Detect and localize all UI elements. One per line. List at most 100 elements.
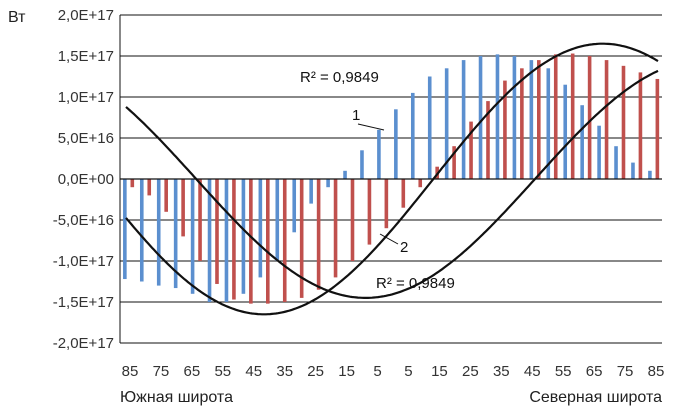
bar [655,78,660,179]
bar [309,179,313,204]
bar [410,92,415,179]
bar [282,179,287,302]
bar [343,170,347,179]
bar [401,179,406,208]
bar [266,179,270,304]
bar [418,179,423,188]
y-tick-label: 0,0E+00 [58,171,114,188]
x-tick-label: 35 [493,363,510,380]
y-tick-label: 1,0E+17 [58,89,114,106]
trendline-1 [125,42,659,316]
trend-label-2-leader [379,233,399,245]
trendlines [125,42,659,316]
x-tick-label: 5 [373,363,381,380]
bar [258,179,263,278]
bar [123,179,127,280]
bar [377,129,381,179]
bar [207,179,212,302]
bars [123,53,660,304]
bar [198,179,202,261]
bar [604,60,609,179]
x-tick-labels: 85 75 65 55 45 35 25 15 5 5 15 25 35 45 55 65 75 85 [122,363,665,380]
x-tick-label: 45 [524,363,541,380]
bar [648,170,652,179]
x-tick-label: 35 [276,363,293,380]
y-tick-label: 2,0E+17 [58,7,114,24]
y-tick-label: -5,0E+16 [53,212,114,229]
bar [360,150,364,179]
y-tick-label: 5,0E+16 [58,130,114,147]
trend-label-2: 2 [400,239,408,256]
x-tick-label: 15 [338,363,355,380]
bar [469,121,473,179]
bar [614,146,618,179]
bar [173,179,178,289]
bar [546,68,551,179]
y-tick-label: -2,0E+17 [53,335,114,352]
x-tick-label: 15 [431,363,448,380]
x-tick-label: 85 [648,363,665,380]
bar [147,179,152,196]
bar [156,179,161,286]
bar [512,56,517,179]
y-tick-label: -1,0E+17 [53,253,114,270]
bar [563,84,568,179]
bar [384,179,389,229]
bar [570,53,575,179]
bar [190,179,195,294]
bar [486,101,490,179]
trendline-2 [125,69,659,299]
bar [461,60,466,179]
bar [537,60,541,179]
bar [597,125,601,179]
y-axis-label: Вт [8,9,26,26]
bar [478,56,483,179]
bar [621,65,626,179]
bar [215,179,219,284]
x-tick-label: 65 [586,363,603,380]
x-tick-label: 85 [122,363,139,380]
bar [181,179,185,237]
bar [452,146,456,179]
trend-label-1-leader [357,123,385,131]
bar [580,105,584,179]
bar [444,68,449,179]
bar [139,179,144,282]
y-tick-label: 1,5E+17 [58,48,114,65]
x-tick-label: 25 [462,363,479,380]
bar [299,179,304,298]
bar [631,162,635,179]
x-region-south-label: Южная широта [120,389,233,406]
bar [350,179,355,261]
bar [275,179,280,261]
bar [529,60,534,179]
y-tick-labels: 2,0E+17 1,5E+17 1,0E+17 5,0E+16 0,0E+00 -5,0E… [53,7,114,352]
bar [224,179,229,302]
x-tick-label: 25 [307,363,324,380]
bar [427,76,432,179]
x-region-north-label: Северная широта [529,389,662,406]
bar [495,54,500,179]
bar [164,179,168,212]
x-tick-label: 65 [184,363,201,380]
r2-label-2: R² = 0,9849 [376,275,455,292]
bar [130,179,135,188]
x-tick-label: 55 [555,363,572,380]
bar [520,68,524,179]
bar [367,179,372,245]
bar [292,179,297,233]
x-tick-label: 75 [617,363,634,380]
bar [326,179,330,188]
x-tick-label: 45 [245,363,262,380]
bar [587,56,592,179]
x-tick-label: 75 [153,363,170,380]
trend-label-1: 1 [352,107,360,124]
bar [316,179,321,290]
x-tick-label: 5 [404,363,412,380]
bar [503,80,507,179]
axes [119,15,662,343]
bar [638,72,643,179]
bar [394,109,398,179]
bar [249,179,253,304]
x-tick-label: 55 [214,363,231,380]
